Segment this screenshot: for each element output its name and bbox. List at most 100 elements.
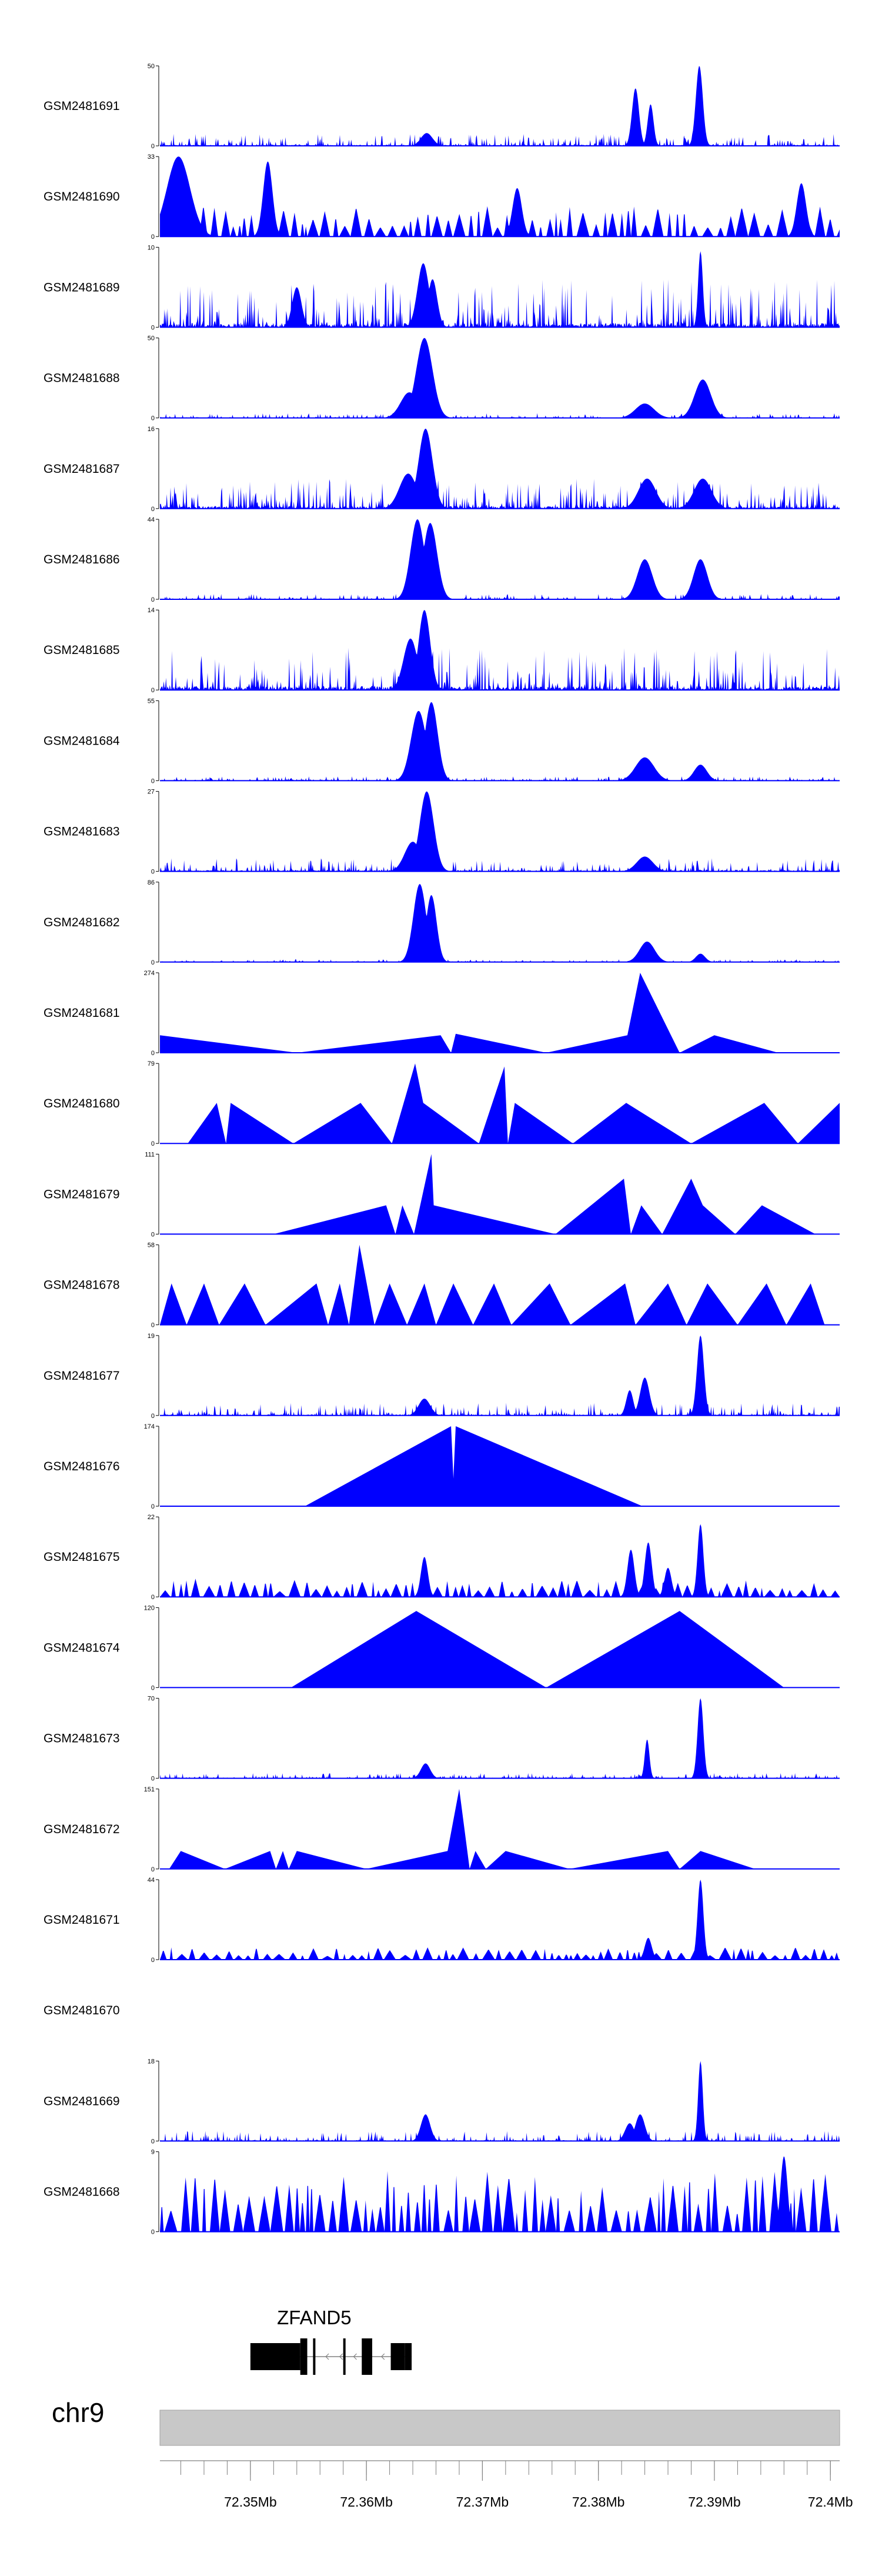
gene-annotation-track: ZFAND5 bbox=[250, 2307, 412, 2375]
track-GSM2481686: GSM2481686 44 0 bbox=[44, 516, 840, 603]
y-tick-label-max: 27 bbox=[148, 789, 155, 796]
track-label: GSM2481690 bbox=[44, 190, 120, 203]
track-GSM2481673: GSM2481673 70 0 bbox=[44, 1696, 840, 1783]
strand-arrow-icon bbox=[353, 2353, 357, 2360]
data-tracks: GSM2481691500GSM2481690330GSM2481689100G… bbox=[44, 63, 840, 2236]
coverage-area bbox=[160, 1335, 840, 1416]
strand-arrow-icon bbox=[339, 2353, 343, 2360]
y-tick-label-zero: 0 bbox=[151, 1776, 155, 1783]
track-GSM2481687: GSM2481687 16 0 bbox=[44, 426, 840, 513]
y-tick-label-zero: 0 bbox=[151, 233, 155, 241]
track-label: GSM2481683 bbox=[44, 825, 120, 839]
y-tick-label-zero: 0 bbox=[151, 143, 155, 150]
gene-exon bbox=[390, 2343, 405, 2370]
y-tick-label-max: 151 bbox=[144, 1786, 155, 1793]
coverage-area bbox=[160, 66, 840, 146]
y-tick-label-max: 16 bbox=[148, 426, 155, 433]
x-tick-label: 72.36Mb bbox=[340, 2494, 393, 2510]
track-GSM2481688: GSM2481688 50 0 bbox=[44, 335, 840, 422]
track-GSM2481672: GSM2481672 151 0 bbox=[44, 1786, 840, 1873]
peak-spike bbox=[503, 1066, 506, 1144]
track-GSM2481689: GSM2481689 10 0 bbox=[44, 244, 840, 331]
track-label: GSM2481689 bbox=[44, 281, 120, 294]
track-label: GSM2481673 bbox=[44, 1732, 120, 1746]
coverage-area bbox=[160, 1244, 825, 1325]
track-GSM2481691: GSM2481691 50 0 bbox=[44, 63, 840, 150]
y-tick-label-zero: 0 bbox=[151, 1322, 155, 1329]
y-tick-label-max: 79 bbox=[148, 1060, 155, 1067]
x-tick-label: 72.38Mb bbox=[572, 2494, 625, 2510]
y-tick-label-max: 10 bbox=[148, 244, 155, 251]
coverage-area bbox=[160, 519, 840, 599]
y-tick-label-zero: 0 bbox=[151, 1140, 155, 1147]
gene-exon bbox=[362, 2338, 373, 2375]
chromosome-ideogram-bar bbox=[159, 2410, 840, 2446]
y-tick-label-max: 44 bbox=[148, 1877, 155, 1884]
coverage-area bbox=[160, 156, 840, 237]
track-GSM2481669: GSM2481669 18 0 bbox=[44, 2058, 840, 2145]
track-label: GSM2481691 bbox=[44, 99, 120, 113]
track-GSM2481675: GSM2481675 22 0 bbox=[44, 1514, 840, 1601]
coverage-area bbox=[188, 1063, 840, 1144]
coverage-area bbox=[160, 884, 840, 962]
track-GSM2481685: GSM2481685 14 0 bbox=[44, 607, 840, 694]
y-tick-label-zero: 0 bbox=[151, 1594, 155, 1601]
track-label: GSM2481688 bbox=[44, 372, 120, 385]
x-tick-label: 72.37Mb bbox=[456, 2494, 509, 2510]
y-tick-label-zero: 0 bbox=[151, 1050, 155, 1057]
y-tick-label-zero: 0 bbox=[151, 596, 155, 603]
track-label: GSM2481682 bbox=[44, 916, 120, 929]
peak-spike bbox=[623, 1179, 626, 1234]
track-GSM2481682: GSM2481682 86 0 bbox=[44, 879, 840, 966]
track-GSM2481670: GSM2481670 bbox=[44, 2004, 120, 2017]
y-tick-label-max: 111 bbox=[145, 1151, 155, 1158]
coverage-area bbox=[160, 791, 840, 872]
coverage-area bbox=[160, 610, 840, 690]
track-label: GSM2481678 bbox=[44, 1279, 120, 1292]
strand-arrow-icon bbox=[325, 2353, 329, 2360]
gene-label: ZFAND5 bbox=[277, 2307, 352, 2328]
coverage-area bbox=[160, 1698, 840, 1778]
coverage-area bbox=[160, 1880, 840, 1960]
track-label: GSM2481675 bbox=[44, 1550, 120, 1564]
gene-exon bbox=[405, 2343, 412, 2370]
peak-spike bbox=[457, 1788, 460, 1869]
track-label: GSM2481671 bbox=[44, 1913, 120, 1927]
coverage-area bbox=[160, 428, 840, 509]
coverage-area bbox=[160, 973, 779, 1053]
track-label: GSM2481686 bbox=[44, 553, 120, 566]
track-GSM2481671: GSM2481671 44 0 bbox=[44, 1877, 840, 1964]
chromosome-label: chr9 bbox=[52, 2397, 104, 2428]
y-tick-label-zero: 0 bbox=[151, 1684, 155, 1691]
track-label: GSM2481670 bbox=[44, 2004, 120, 2017]
track-GSM2481668: GSM2481668 9 0 bbox=[44, 2149, 840, 2236]
track-label: GSM2481668 bbox=[44, 2185, 120, 2199]
track-label: GSM2481687 bbox=[44, 462, 120, 476]
coverage-area bbox=[160, 2156, 840, 2232]
peak-spike bbox=[358, 1244, 361, 1325]
track-label: GSM2481681 bbox=[44, 1006, 120, 1020]
y-tick-label-max: 274 bbox=[144, 970, 155, 977]
track-label: GSM2481679 bbox=[44, 1187, 120, 1201]
track-GSM2481677: GSM2481677 19 0 bbox=[44, 1333, 840, 1420]
x-tick-label: 72.4Mb bbox=[808, 2494, 853, 2510]
coverage-area bbox=[160, 2061, 840, 2141]
track-label: GSM2481669 bbox=[44, 2094, 120, 2108]
track-label: GSM2481676 bbox=[44, 1460, 120, 1473]
y-tick-label-max: 14 bbox=[148, 607, 155, 614]
track-GSM2481676: GSM2481676 174 0 bbox=[44, 1423, 840, 1510]
peak-spike bbox=[452, 1479, 455, 1506]
coverage-area bbox=[169, 1788, 755, 1869]
y-tick-label-max: 50 bbox=[148, 335, 155, 342]
track-GSM2481681: GSM2481681 274 0 bbox=[44, 970, 840, 1057]
y-tick-label-max: 44 bbox=[148, 516, 155, 523]
coverage-area bbox=[290, 1611, 784, 1688]
y-tick-label-zero: 0 bbox=[151, 506, 155, 513]
coverage-area bbox=[305, 1426, 643, 1506]
peak-spike bbox=[430, 1154, 433, 1234]
y-tick-label-zero: 0 bbox=[151, 869, 155, 876]
y-tick-label-zero: 0 bbox=[151, 2229, 155, 2236]
y-tick-label-max: 174 bbox=[144, 1423, 155, 1430]
gene-exon bbox=[313, 2338, 316, 2375]
